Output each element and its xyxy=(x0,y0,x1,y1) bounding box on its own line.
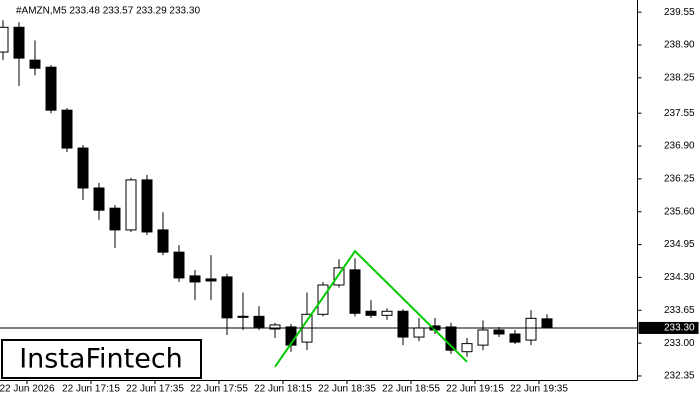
candle-body xyxy=(125,179,137,231)
candle-body xyxy=(0,26,9,53)
y-tick-label: 235.60 xyxy=(664,206,695,217)
y-tick-label: 233.65 xyxy=(664,305,695,316)
x-tick-label: 22 Jun 17:15 xyxy=(62,384,120,395)
candle-body xyxy=(13,26,25,59)
candle-body xyxy=(525,317,537,341)
candle-body xyxy=(157,229,169,253)
candle-body xyxy=(205,278,217,282)
x-tick-label: 22 Jun 17:35 xyxy=(126,384,184,395)
candle-body xyxy=(461,343,473,353)
chart-title: #AMZN,M5 233.48 233.57 233.29 233.30 xyxy=(16,6,200,17)
candle-body xyxy=(397,310,409,338)
y-tick-label: 237.55 xyxy=(664,108,695,119)
candle-body xyxy=(349,269,361,314)
y-tick-label: 236.90 xyxy=(664,141,695,152)
y-tick-label: 238.90 xyxy=(664,40,695,51)
x-tick-label: 22 Jun 18:55 xyxy=(382,384,440,395)
y-tick-label: 239.55 xyxy=(664,7,695,18)
candle-body xyxy=(269,324,281,330)
candle-body xyxy=(493,329,505,335)
y-tick-label: 234.30 xyxy=(664,272,695,283)
x-tick-label: 22 Jun 19:15 xyxy=(446,384,504,395)
candle-body xyxy=(77,147,89,189)
candle-body xyxy=(413,327,425,338)
candle-body xyxy=(29,59,41,69)
x-tick-label: 22 Jun 17:55 xyxy=(190,384,248,395)
candle-body xyxy=(109,207,121,231)
candle-body xyxy=(93,187,105,211)
candle-body xyxy=(445,326,457,351)
candle-body xyxy=(189,275,201,283)
x-tick-label: 22 Jun 2026 xyxy=(0,384,55,395)
y-tick-label: 238.25 xyxy=(664,72,695,83)
logo: InstaFintech xyxy=(19,344,183,375)
candle-body xyxy=(221,276,233,319)
candle-body xyxy=(45,66,57,111)
y-tick-label: 234.95 xyxy=(664,239,695,250)
x-tick-label: 22 Jun 18:35 xyxy=(318,384,376,395)
y-tick-label: 232.35 xyxy=(664,371,695,382)
candle-body xyxy=(61,109,73,149)
candle-body xyxy=(173,251,185,279)
candle-body xyxy=(317,284,329,315)
candle-body xyxy=(237,315,249,318)
candle-body xyxy=(541,318,553,329)
candle-body xyxy=(509,333,521,343)
price-label: 233.30 xyxy=(664,323,695,334)
candle-body xyxy=(253,315,265,328)
x-tick-label: 22 Jun 19:35 xyxy=(510,384,568,395)
candle-body xyxy=(477,329,489,346)
y-tick-label: 233.00 xyxy=(664,338,695,349)
logo-box xyxy=(1,339,202,379)
x-tick-label: 22 Jun 18:15 xyxy=(254,384,312,395)
price-label-box xyxy=(638,321,699,334)
candle-body xyxy=(141,179,153,233)
candle-body xyxy=(381,310,393,316)
candle-body xyxy=(333,267,345,286)
y-tick-label: 236.25 xyxy=(664,174,695,185)
candle-body xyxy=(365,310,377,316)
